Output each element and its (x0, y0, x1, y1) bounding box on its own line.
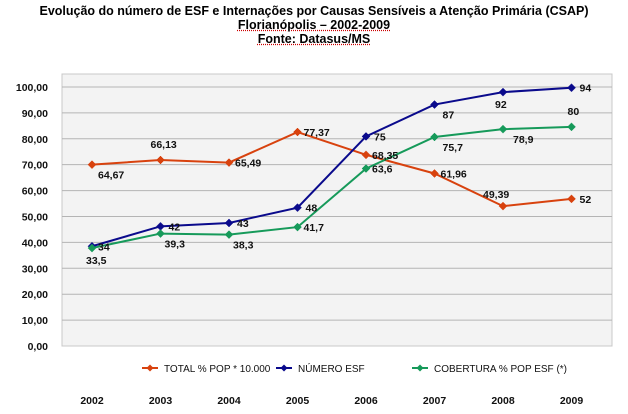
y-tick-label: 20,00 (22, 289, 48, 301)
chart-subtitle: Florianópolis – 2002-2009 (237, 18, 391, 32)
x-tick-label: 2005 (286, 395, 310, 407)
chart-title: Evolução do número de ESF e Internações … (39, 4, 589, 18)
data-point (224, 158, 234, 167)
legend-marker (416, 364, 424, 372)
data-point (498, 124, 508, 134)
data-label: 61,96 (441, 168, 467, 180)
data-label: 68,35 (372, 150, 398, 162)
x-tick-label: 2002 (80, 395, 104, 407)
data-label: 92 (495, 99, 507, 111)
data-point (361, 150, 371, 160)
data-point (430, 169, 439, 178)
y-tick-label: 100,00 (16, 82, 48, 94)
x-tick-label: 2009 (560, 395, 584, 407)
plot-background (61, 73, 613, 347)
data-point (87, 160, 97, 170)
data-point (361, 132, 371, 141)
legend-label: COBERTURA % POP ESF (*) (434, 364, 567, 375)
y-tick-label: 50,00 (22, 211, 48, 223)
chart-title-block: Evolução do número de ESF e Internações … (0, 4, 628, 46)
legend-label: NÚMERO ESF (298, 362, 365, 375)
data-point (293, 222, 302, 232)
data-label: 52 (580, 194, 592, 206)
data-label: 42 (169, 221, 181, 233)
data-label: 75 (374, 131, 386, 143)
y-tick-label: 40,00 (22, 237, 48, 249)
data-label: 94 (580, 83, 592, 95)
data-point (87, 243, 97, 253)
x-tick-label: 2006 (354, 395, 378, 407)
data-point (567, 122, 576, 132)
x-tick-label: 2008 (491, 395, 515, 407)
data-label: 75,7 (443, 142, 464, 154)
data-label: 41,7 (304, 222, 325, 234)
legend-marker (280, 364, 288, 372)
y-tick-label: 0,00 (28, 341, 49, 353)
data-point (430, 100, 439, 109)
data-label: 39,3 (165, 239, 186, 251)
data-point (567, 194, 576, 204)
chart-source: Fonte: Datasus/MS (257, 32, 371, 46)
data-label: 87 (443, 110, 455, 122)
legend-marker (146, 364, 154, 372)
y-tick-label: 10,00 (22, 315, 48, 327)
data-point (293, 203, 302, 213)
data-label: 80 (568, 106, 580, 118)
data-point (156, 229, 165, 238)
data-point (498, 87, 508, 97)
data-point (293, 127, 302, 137)
x-tick-label: 2004 (217, 395, 241, 407)
data-label: 48 (306, 203, 318, 215)
data-label: 77,37 (304, 127, 330, 139)
data-point (224, 230, 234, 239)
data-label: 66,13 (151, 139, 177, 151)
data-label: 65,49 (235, 158, 261, 170)
y-tick-label: 60,00 (22, 186, 48, 198)
series-line-2 (91, 125, 572, 250)
x-tick-label: 2003 (149, 395, 173, 407)
y-tick-label: 90,00 (22, 108, 48, 120)
y-tick-label: 70,00 (22, 160, 48, 172)
data-label: 33,5 (86, 255, 107, 267)
data-point (567, 83, 576, 93)
data-point (156, 155, 165, 165)
data-label: 63,6 (372, 164, 393, 176)
x-tick-label: 2007 (423, 395, 447, 407)
data-point (224, 218, 234, 228)
data-label: 38,3 (233, 240, 254, 252)
data-point (498, 201, 508, 211)
series-line-1 (91, 86, 572, 248)
data-label: 64,67 (98, 170, 124, 182)
data-label: 49,39 (483, 189, 509, 201)
series-line-0 (91, 130, 572, 208)
data-label: 78,9 (513, 134, 534, 146)
y-tick-label: 30,00 (22, 263, 48, 275)
y-tick-label: 80,00 (22, 134, 48, 146)
data-label: 43 (237, 218, 249, 230)
data-label: 34 (98, 241, 110, 253)
data-point (361, 164, 371, 173)
legend-label: TOTAL % POP * 10.000 (164, 364, 271, 375)
data-point (430, 132, 439, 142)
